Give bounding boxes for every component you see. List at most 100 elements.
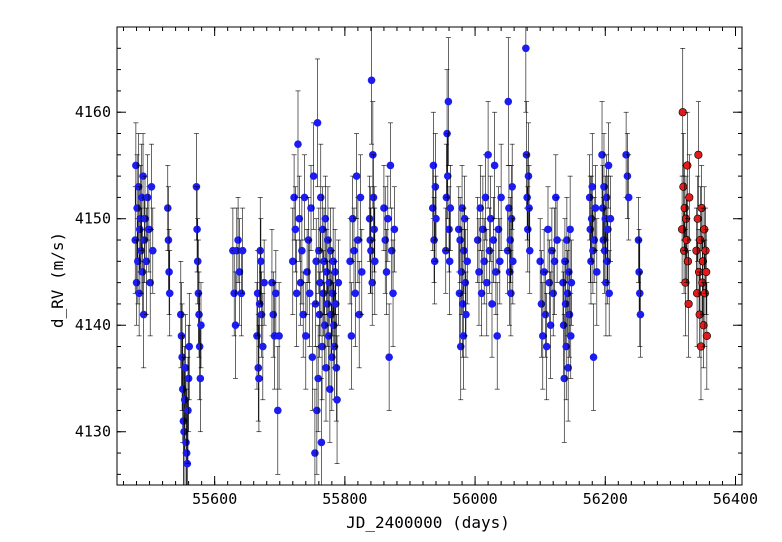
point-marker [494,225,503,234]
point-marker [445,225,453,234]
x-tick-label: 55800 [322,490,367,508]
data-point [589,303,598,411]
point-marker [589,353,598,361]
point-marker [566,225,574,234]
point-marker [132,161,140,170]
point-marker [587,214,596,223]
point-marker [197,321,205,330]
point-marker [352,172,361,180]
point-marker [143,193,152,202]
point-marker [463,257,472,266]
data-point [238,207,247,294]
data-point [318,292,326,401]
data-point [139,261,148,369]
data-point [567,239,576,326]
point-marker [492,268,500,276]
y-tick-label: 4130 [75,423,111,441]
point-marker [319,289,328,298]
point-marker [257,257,265,266]
point-marker [382,268,391,276]
y-tick-label: 4160 [75,103,111,121]
data-point [553,197,561,283]
data-point [147,143,156,230]
point-marker [380,204,388,212]
data-point [679,133,688,241]
data-point [493,282,502,390]
data-point [386,122,395,209]
data-point [509,218,517,305]
data-point [550,207,559,315]
data-point [504,37,513,166]
point-marker [457,268,466,276]
data-point [593,218,601,326]
point-marker [537,300,546,308]
data-point [367,27,376,145]
point-marker [302,332,310,340]
point-marker [193,257,202,266]
point-marker [294,140,302,148]
axes: 55600 55800 56000 56200 56400 4130 4140 4150 416… [75,26,758,508]
point-marker [260,278,268,287]
point-marker [132,278,141,287]
point-marker [320,321,329,330]
point-marker [623,172,632,180]
data-point [195,292,204,401]
point-marker [702,267,711,277]
point-marker [316,193,325,202]
point-marker [274,406,282,415]
data-point [604,175,612,283]
point-marker [525,246,534,255]
point-marker [444,97,453,106]
data-point [260,239,268,326]
point-marker [445,257,454,266]
point-marker [369,193,378,202]
data-point [444,37,453,166]
point-marker [164,236,173,244]
point-marker [460,214,469,223]
point-marker [456,236,464,244]
point-marker [553,236,561,244]
data-point [316,143,325,251]
point-marker [477,289,486,298]
point-marker [259,342,267,351]
point-marker [182,449,191,457]
x-axis-label: JD_2400000 (days) [346,513,510,532]
point-marker [701,246,710,255]
point-marker [591,204,600,212]
data-point [350,207,358,294]
point-marker [255,374,263,383]
data-point [506,197,515,283]
point-marker [334,278,343,287]
data-point [333,335,341,464]
data-point [624,154,633,241]
point-marker [386,161,395,170]
point-marker [371,257,379,266]
data-point [352,133,361,220]
data-point [385,303,393,411]
point-marker [562,342,571,351]
point-marker [234,236,242,244]
point-marker [351,289,360,298]
data-point [685,154,694,241]
data-point [275,282,283,390]
x-tick-label: 56200 [583,490,628,508]
point-marker [475,268,483,276]
point-marker [636,310,645,319]
point-marker [546,321,555,330]
data-point [542,292,551,401]
data-point [295,175,304,262]
point-marker [545,278,554,287]
data-point [462,271,470,358]
data-point [490,111,499,220]
data-point [525,207,534,294]
data-point [307,165,315,251]
point-marker [504,97,513,106]
point-marker [292,289,301,298]
point-marker [141,214,149,223]
data-point [255,324,263,433]
point-marker [589,246,597,255]
data-point [494,186,503,273]
data-point [165,250,174,337]
point-marker [322,268,331,276]
point-marker [508,182,516,191]
